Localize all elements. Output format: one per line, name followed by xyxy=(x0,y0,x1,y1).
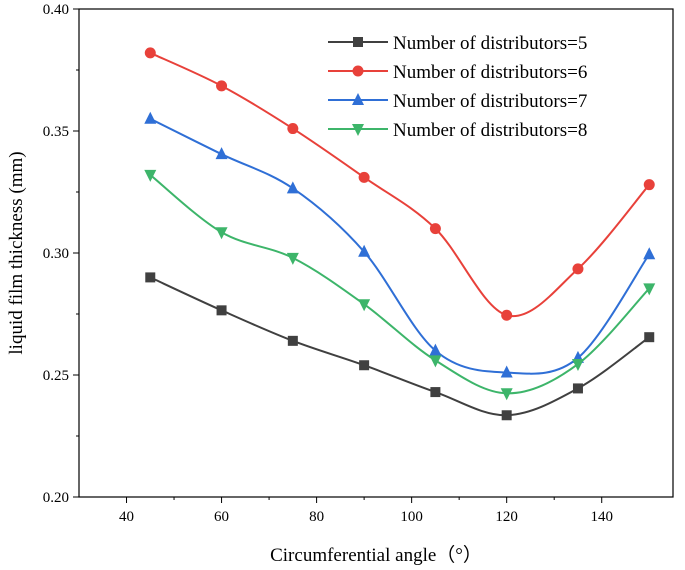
x-tick-label: 140 xyxy=(590,509,613,525)
legend-marker xyxy=(353,37,363,47)
data-point xyxy=(572,383,583,394)
legend-label: Number of distributors=6 xyxy=(393,62,587,83)
legend-marker xyxy=(352,65,364,77)
series-4 xyxy=(144,169,656,401)
data-point xyxy=(286,252,299,265)
legend-item: Number of distributors=8 xyxy=(328,120,587,141)
y-tick-label: 0.20 xyxy=(43,490,69,506)
y-tick-label: 0.25 xyxy=(43,368,69,384)
data-point xyxy=(501,309,513,321)
data-point xyxy=(571,359,584,372)
legend: Number of distributors=5 Number of distri… xyxy=(328,33,587,141)
x-tick-label: 60 xyxy=(214,509,229,525)
x-tick-label: 80 xyxy=(309,509,324,525)
legend-label: Number of distributors=7 xyxy=(393,91,587,112)
legend-marker xyxy=(352,93,364,105)
data-point xyxy=(287,123,299,135)
legend-label: Number of distributors=8 xyxy=(393,120,587,141)
series-2 xyxy=(144,47,655,321)
data-point xyxy=(144,169,157,182)
series-1 xyxy=(145,272,655,421)
legend-item: Number of distributors=6 xyxy=(328,62,587,83)
y-tick-label: 0.30 xyxy=(43,246,69,262)
data-point xyxy=(572,263,584,275)
axis-ticks: 40 60 80 100 120 140 0.20 0.25 0.30 0.35 0.40 xyxy=(43,2,613,525)
legend-item: Number of distributors=5 xyxy=(328,33,587,54)
legend-item: Number of distributors=7 xyxy=(328,91,587,112)
data-point xyxy=(358,299,371,312)
y-tick-label: 0.40 xyxy=(43,2,69,18)
legend-label: Number of distributors=5 xyxy=(393,33,587,54)
data-point xyxy=(359,360,370,371)
data-point xyxy=(144,47,156,59)
data-point xyxy=(144,111,157,124)
x-tick-label: 100 xyxy=(400,509,423,525)
data-point xyxy=(643,283,656,296)
series-line xyxy=(149,276,650,417)
x-tick-label: 120 xyxy=(495,509,518,525)
x-axis-title: Circumferential angle（°） xyxy=(270,544,482,566)
data-point xyxy=(501,410,512,421)
data-point xyxy=(500,388,513,401)
series-3 xyxy=(144,111,656,378)
data-point xyxy=(216,80,228,92)
data-point xyxy=(500,365,513,378)
data-point xyxy=(429,343,442,356)
series-lines xyxy=(144,47,656,421)
data-point xyxy=(216,305,227,316)
data-point xyxy=(145,272,156,283)
data-point xyxy=(358,244,371,257)
data-point xyxy=(215,227,228,240)
data-point xyxy=(430,387,441,398)
data-point xyxy=(643,247,656,260)
data-point xyxy=(644,332,655,343)
data-point xyxy=(286,181,299,194)
data-point xyxy=(643,179,655,191)
y-axis-title: liquid film thickness (mm) xyxy=(6,151,27,354)
x-tick-label: 40 xyxy=(119,509,134,525)
data-point xyxy=(358,171,370,183)
data-point xyxy=(429,355,442,368)
legend-marker xyxy=(352,124,364,136)
data-point xyxy=(287,335,298,346)
data-point xyxy=(215,147,228,160)
y-tick-label: 0.35 xyxy=(43,124,69,140)
data-point xyxy=(429,223,441,235)
